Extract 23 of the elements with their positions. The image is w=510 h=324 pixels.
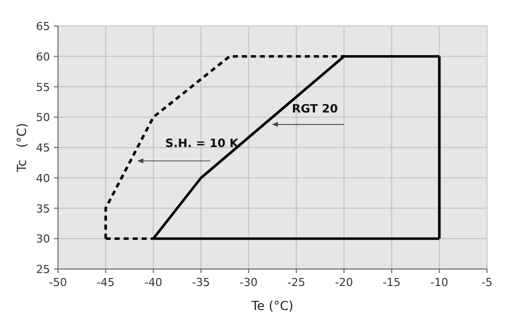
y-tick-label: 30: [36, 232, 50, 246]
x-tick-label: -25: [287, 276, 306, 289]
y-axis-title: Tc (°C): [14, 122, 29, 174]
y-tick-label: 50: [36, 111, 50, 124]
x-tick-label: -5: [482, 276, 492, 289]
x-tick-label: -40: [144, 276, 162, 289]
y-tick-label: 40: [36, 172, 50, 185]
annotation: RGT 20: [292, 101, 338, 116]
y-tick-label: 25: [36, 263, 50, 276]
x-tick-label: -35: [192, 276, 210, 289]
x-tick-label: -50: [49, 276, 67, 289]
x-tick-label: -30: [240, 276, 258, 289]
annotation: S.H. = 10 K: [165, 136, 240, 150]
y-tick-label: 35: [36, 202, 50, 216]
x-tick-label: -15: [382, 276, 401, 289]
x-tick-label: -45: [96, 276, 115, 289]
y-tick-label: 55: [36, 80, 50, 94]
y-tick-label: 60: [36, 50, 50, 64]
x-tick-label: -20: [335, 276, 353, 289]
y-tick-label: 65: [36, 20, 50, 33]
y-tick-label: 45: [36, 142, 50, 154]
x-axis-title: Te (°C): [250, 298, 294, 313]
x-tick-label: -10: [430, 276, 448, 289]
